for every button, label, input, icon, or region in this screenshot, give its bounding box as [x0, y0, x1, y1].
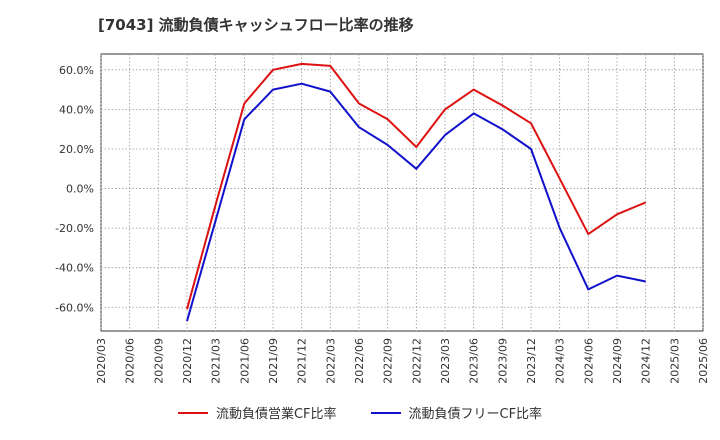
plot-area [100, 53, 704, 332]
y-axis: 60.0% 40.0% 20.0% 0.0% -20.0% -40.0% -60.0% [55, 64, 94, 314]
y-tick-label: 0.0% [66, 183, 94, 196]
x-tick-label: 2020/03 [95, 338, 108, 384]
x-tick-label: 2024/06 [582, 338, 595, 384]
x-tick-label: 2023/09 [496, 338, 509, 384]
x-tick-label: 2021/03 [210, 338, 223, 384]
legend-item-operating-cf: 流動負債営業CF比率 [177, 403, 337, 422]
x-tick-label: 2024/09 [611, 338, 624, 384]
x-tick-label: 2025/03 [668, 338, 681, 384]
y-tick-label: 60.0% [59, 64, 94, 77]
series-line-operating-cf [186, 62, 647, 310]
legend-label-free-cf: 流動負債フリーCF比率 [408, 407, 543, 422]
legend-swatch-operating-cf [177, 411, 208, 414]
x-tick-label: 2022/06 [353, 338, 366, 384]
x-tick-label: 2021/12 [296, 338, 309, 384]
y-tick-label: -20.0% [55, 222, 94, 235]
x-tick-label: 2020/09 [152, 338, 165, 384]
series-line-free-cf [186, 82, 646, 322]
x-tick-label: 2023/06 [468, 338, 481, 384]
y-tick-label: 20.0% [59, 143, 94, 156]
x-tick-label: 2020/06 [124, 338, 137, 384]
x-tick-label: 2023/12 [525, 338, 538, 384]
x-tick-label: 2021/09 [267, 338, 280, 384]
x-tick-label: 2022/03 [324, 338, 337, 384]
series-lines [186, 62, 647, 322]
grid-lines [100, 54, 704, 331]
legend-item-free-cf: 流動負債フリーCF比率 [370, 403, 543, 422]
legend-swatch-free-cf [370, 411, 401, 414]
x-tick-label: 2023/03 [439, 338, 452, 384]
x-tick-label: 2022/12 [410, 338, 423, 384]
chart-title: [7043] 流動負債キャッシュフロー比率の推移 [98, 16, 414, 34]
x-tick-label: 2020/12 [181, 338, 194, 384]
x-axis: 2020/03 2020/06 2020/09 2020/12 2021/03 2021/… [95, 338, 710, 384]
x-tick-label: 2022/09 [382, 338, 395, 384]
x-tick-label: 2024/12 [640, 338, 653, 384]
y-tick-label: 40.0% [59, 103, 94, 116]
legend-label-operating-cf: 流動負債営業CF比率 [215, 407, 337, 422]
y-tick-label: -60.0% [55, 301, 94, 314]
y-tick-label: -40.0% [55, 262, 94, 275]
x-tick-label: 2025/06 [697, 338, 710, 384]
x-tick-label: 2024/03 [554, 338, 567, 384]
legend: 流動負債営業CF比率 流動負債フリーCF比率 [0, 403, 720, 422]
x-tick-label: 2021/06 [238, 338, 251, 384]
